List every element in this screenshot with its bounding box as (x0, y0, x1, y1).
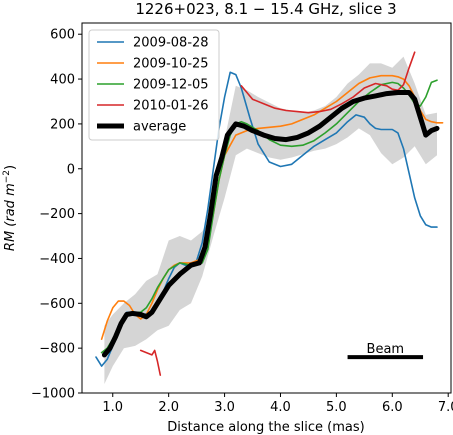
y-tick-label: −400 (39, 252, 75, 267)
uncertainty-band-layer (104, 56, 438, 384)
y-axis-label-close: ) (3, 165, 18, 170)
series-line-2009-12-05 (100, 79, 438, 354)
y-axis-label-main: RM (rad m (3, 183, 18, 251)
x-tick-label: 1.0 (102, 400, 123, 415)
x-axis-label: Distance along the slice (mas) (167, 420, 364, 435)
x-tick-label: 3.0 (214, 400, 235, 415)
legend-items: 2009-08-28 2009-10-25 2009-12-05 2010-01-26… (97, 36, 209, 135)
legend-label-2009-10-25: 2009-10-25 (133, 57, 209, 72)
series-layer (95, 51, 444, 376)
uncertainty-band (104, 56, 438, 384)
y-tick-label: 0 (67, 162, 75, 177)
legend-label-2009-08-28: 2009-08-28 (133, 36, 209, 51)
y-axis-ticks: −1000 −800 −600 −400 −200 0 200 400 600 (31, 28, 82, 402)
y-tick-label: 600 (50, 28, 75, 43)
legend-label-2010-01-26: 2010-01-26 (133, 99, 209, 114)
x-tick-label: 4.0 (270, 400, 291, 415)
y-tick-label: −600 (39, 297, 75, 312)
y-tick-label: −800 (39, 342, 75, 357)
chart-title: 1226+023, 8.1 − 15.4 GHz, slice 3 (135, 0, 396, 18)
legend-box (88, 29, 220, 141)
legend: 2009-08-28 2009-10-25 2009-12-05 2010-01-26… (88, 29, 220, 141)
legend-label-2009-12-05: 2009-12-05 (133, 78, 209, 93)
x-tick-label: 7.0 (438, 400, 453, 415)
series-line-average (101, 90, 440, 358)
y-tick-label: 200 (50, 117, 75, 132)
y-tick-label: −1000 (31, 387, 75, 402)
y-tick-label: −200 (39, 207, 75, 222)
y-tick-label: 400 (50, 73, 75, 88)
x-axis-ticks: 1.0 2.0 3.0 4.0 5.0 6.0 7.0 (102, 393, 453, 415)
annotation-layer: Beam (347, 342, 424, 360)
plot-frame (81, 22, 452, 394)
legend-label-average: average (133, 120, 186, 135)
x-tick-label: 2.0 (158, 400, 179, 415)
x-tick-label: 6.0 (382, 400, 403, 415)
x-tick-label: 5.0 (326, 400, 347, 415)
y-axis-label: RM (rad m−2) (2, 165, 18, 251)
y-axis-label-sup: −2 (2, 170, 12, 183)
beam-label: Beam (367, 342, 405, 357)
